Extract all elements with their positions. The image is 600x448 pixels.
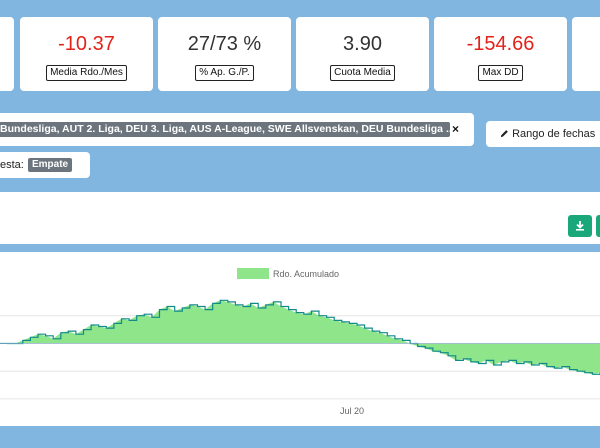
stat-card-monthly-avg: -10.37 Media Rdo./Mes [20,17,153,91]
stat-value: 27/73 % [187,33,262,55]
legend-swatch [237,268,269,279]
series-area [0,300,600,375]
stat-card-partial [0,17,14,91]
bet-type-filter[interactable]: esta: Empate [0,152,90,178]
pencil-icon [500,130,508,138]
stat-card-win-loss: 27/73 % % Ap. G./P. [158,17,291,91]
secondary-action-button[interactable] [596,215,600,237]
stat-label: Media Rdo./Mes [46,65,127,81]
league-filter-tag: Bundesliga, AUT 2. Liga, DEU 3. Liga, AU… [0,122,450,137]
x-tick-label: Jul 20 [340,406,364,416]
stat-value: -154.66 [466,33,535,55]
bet-type-badge: Empate [28,158,73,172]
download-button[interactable] [568,215,592,237]
cumulative-result-chart: Rdo. Acumulado Jul 20 [0,252,600,426]
date-range-button[interactable]: Rango de fechas [486,121,600,147]
stat-label: % Ap. G./P. [195,65,254,81]
stat-label: Max DD [478,65,523,81]
chart-toolbar [0,192,600,244]
stat-label: Cuota Media [330,65,395,81]
download-icon [576,221,584,231]
close-icon[interactable]: × [452,122,460,136]
league-filter-box[interactable]: Bundesliga, AUT 2. Liga, DEU 3. Liga, AU… [0,113,474,146]
stat-card-partial-right [572,17,600,91]
bet-type-label: esta: [0,159,24,171]
stat-card-max-drawdown: -154.66 Max DD [434,17,567,91]
date-range-label: Rango de fechas [512,128,596,140]
stat-value: -10.37 [58,33,115,55]
series-line [0,299,600,375]
stat-card-avg-odds: 3.90 Cuota Media [296,17,429,91]
legend-label: Rdo. Acumulado [273,269,339,279]
chart-svg: Rdo. Acumulado Jul 20 [0,268,600,416]
stat-value: 3.90 [343,33,382,55]
